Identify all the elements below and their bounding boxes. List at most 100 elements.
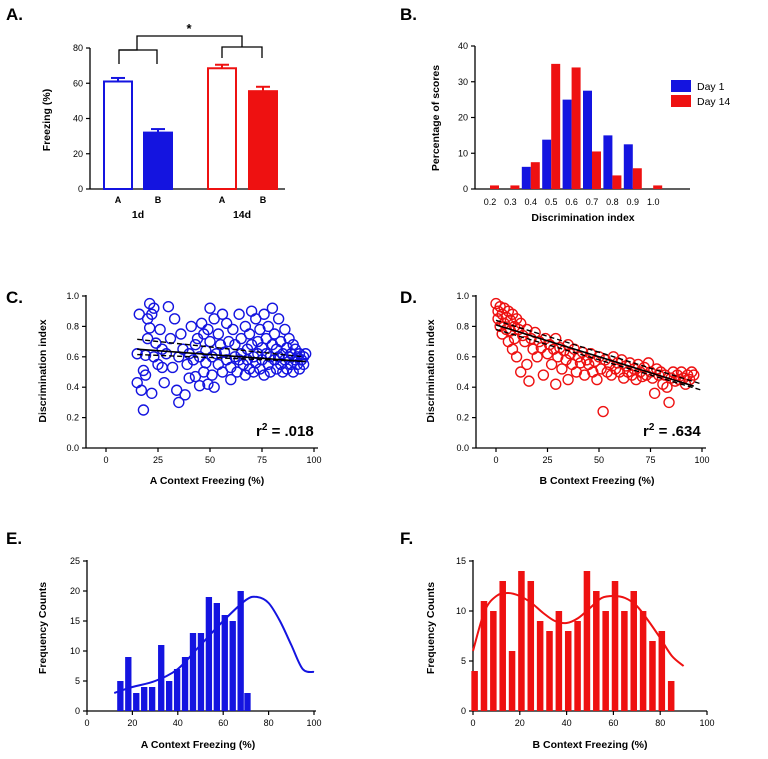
histogram-bar — [244, 693, 251, 711]
panel-b-legend: Day 1 Day 14 — [671, 80, 730, 108]
data-point — [150, 337, 162, 349]
data-point — [272, 313, 285, 325]
histogram-bar — [611, 581, 619, 711]
x-tick-label: 0.5 — [545, 197, 558, 207]
panel-d-fit — [495, 319, 703, 391]
y-tick-label: 0 — [461, 706, 466, 716]
data-point — [239, 320, 252, 333]
histogram-bar — [165, 681, 173, 711]
data-point — [550, 378, 562, 390]
bar-14d-B — [248, 90, 278, 190]
histogram-bar — [527, 581, 535, 711]
bracket-1d-line — [118, 35, 243, 64]
histogram-bar — [574, 621, 581, 711]
bar-day-14 — [653, 185, 663, 189]
y-tick-label: 20 — [73, 149, 83, 159]
data-point — [229, 338, 241, 351]
histogram-bar — [173, 669, 181, 711]
y-tick-label: 0.8 — [66, 321, 79, 331]
data-point — [243, 328, 256, 340]
data-point — [245, 305, 258, 317]
histogram-bar — [639, 611, 647, 711]
panel-c-label: C. — [6, 288, 23, 307]
data-point — [661, 381, 673, 393]
data-point — [613, 366, 626, 378]
x-tick-label: 20 — [127, 718, 137, 728]
panel-f-curve — [472, 591, 685, 667]
data-point — [502, 335, 515, 348]
data-point — [521, 358, 533, 371]
histogram-bar — [237, 591, 244, 711]
data-point — [297, 358, 310, 371]
panel-d: D. Discrimination index B Context Freezi… — [400, 288, 710, 487]
data-point — [648, 387, 661, 399]
x-tick-label: 0 — [470, 718, 475, 728]
data-point — [193, 379, 206, 392]
data-point — [498, 317, 510, 330]
y-tick-label: 10 — [70, 646, 80, 656]
data-point — [591, 373, 603, 386]
data-point — [168, 313, 181, 325]
data-point — [204, 302, 216, 314]
bracket-1d-right — [119, 49, 158, 64]
bar-category-label: B — [260, 195, 267, 205]
x-tick-label: 50 — [594, 455, 604, 465]
histogram-bar — [490, 611, 497, 711]
x-tick-label: 40 — [173, 718, 183, 728]
data-point — [523, 375, 535, 387]
y-tick-label: 60 — [73, 78, 83, 88]
histogram-bar — [229, 621, 236, 711]
bar-day-1 — [583, 90, 592, 189]
legend-swatch — [671, 95, 691, 107]
y-tick-label: 0.2 — [456, 413, 469, 423]
panel-d-xlabel: B Context Freezing (%) — [540, 475, 655, 487]
panel-b-xlabel: Discrimination index — [531, 212, 634, 224]
bar-day-1 — [603, 135, 613, 189]
panel-d-xticks: 0 25 50 75 100 — [493, 448, 710, 465]
data-point — [562, 373, 574, 386]
data-point — [663, 396, 675, 409]
data-point — [688, 369, 700, 381]
panel-b-xticks: 0.2 0.3 0.4 0.5 0.6 0.7 0.8 0.9 1.0 — [484, 197, 660, 207]
bar-14d-A — [207, 67, 237, 190]
x-tick-label: 75 — [645, 455, 655, 465]
y-tick-label: 0.6 — [66, 352, 79, 362]
panel-e-xlabel: A Context Freezing (%) — [141, 739, 256, 751]
density-curve — [472, 591, 685, 667]
density-curve — [113, 595, 315, 694]
data-point — [173, 396, 185, 409]
data-point — [175, 328, 187, 340]
data-point — [262, 320, 274, 333]
histogram-bar — [205, 597, 213, 711]
data-point — [139, 369, 152, 381]
panel-d-yticks: 0.0 0.2 0.4 0.6 0.8 1.0 — [456, 291, 476, 453]
panel-c-xticks: 0 25 50 75 100 — [103, 448, 322, 465]
bar-day-14 — [510, 185, 520, 189]
data-point — [283, 332, 295, 345]
data-point — [135, 384, 148, 396]
x-tick-label: 60 — [218, 718, 228, 728]
data-point — [277, 348, 289, 360]
data-point — [212, 328, 225, 340]
histogram-bar — [221, 615, 228, 711]
group-label: 14d — [233, 209, 251, 221]
group-label: 1d — [132, 209, 144, 221]
histogram-bar — [667, 681, 675, 711]
panel-e-xticks: 0 20 40 60 80 100 — [84, 711, 322, 728]
data-point — [204, 335, 216, 348]
histogram-bar — [213, 603, 220, 711]
data-point — [202, 378, 214, 390]
bar-category-label: A — [219, 195, 226, 205]
panel-c-fit — [137, 338, 306, 363]
panel-e-ylabel: Frequency Counts — [37, 582, 49, 674]
y-tick-label: 40 — [73, 114, 83, 124]
y-tick-label: 15 — [456, 556, 466, 566]
data-point — [166, 361, 179, 374]
significance-star: * — [186, 21, 192, 36]
y-tick-label: 80 — [73, 43, 83, 53]
data-point — [183, 372, 195, 384]
confidence-band-lower — [137, 353, 304, 363]
histogram-bar — [480, 601, 488, 711]
x-tick-label: 0.7 — [586, 197, 599, 207]
x-tick-label: 100 — [306, 718, 321, 728]
